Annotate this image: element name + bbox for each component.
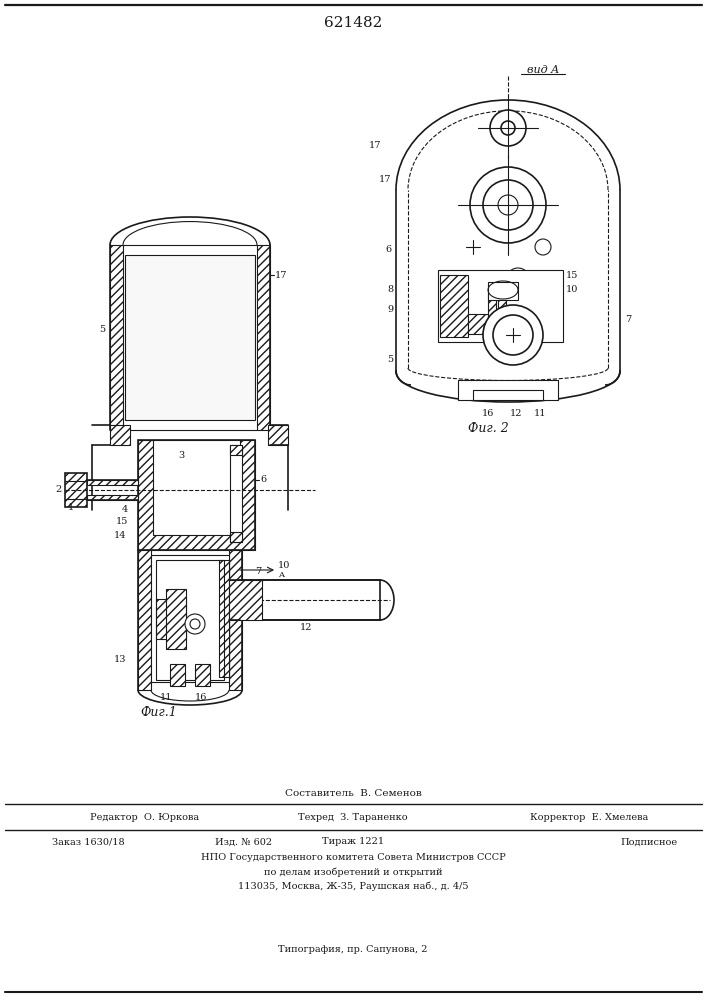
Text: 12: 12 <box>510 410 522 418</box>
Text: 14: 14 <box>114 530 126 540</box>
Bar <box>240 580 380 620</box>
Text: Редактор  О. Юркова: Редактор О. Юркова <box>90 812 199 822</box>
Text: Изд. № 602: Изд. № 602 <box>215 838 272 846</box>
Text: 15: 15 <box>566 270 578 279</box>
Circle shape <box>483 305 543 365</box>
Text: Фиг. 2: Фиг. 2 <box>467 422 508 434</box>
Text: 8: 8 <box>387 286 393 294</box>
Bar <box>195 664 210 686</box>
Bar <box>257 245 270 430</box>
Text: 9: 9 <box>387 306 393 314</box>
Text: 17: 17 <box>368 140 381 149</box>
Text: 6: 6 <box>385 245 391 254</box>
Bar <box>138 440 255 550</box>
Text: 10: 10 <box>278 560 291 570</box>
Text: Заказ 1630/18: Заказ 1630/18 <box>52 838 124 846</box>
Circle shape <box>190 619 200 629</box>
Bar <box>498 292 506 332</box>
Text: 621482: 621482 <box>324 16 382 30</box>
Circle shape <box>490 110 526 146</box>
Bar <box>468 314 488 334</box>
Text: 17: 17 <box>275 270 288 279</box>
Circle shape <box>501 121 515 135</box>
Text: Составитель  В. Семенов: Составитель В. Семенов <box>285 788 421 798</box>
Text: 11: 11 <box>534 410 547 418</box>
Text: по делам изобретений и открытий: по делам изобретений и открытий <box>264 867 443 877</box>
Bar <box>268 425 288 445</box>
Bar <box>138 440 255 550</box>
Bar <box>230 445 242 542</box>
Text: НПО Государственного комитета Совета Министров СССР: НПО Государственного комитета Совета Мин… <box>201 854 506 862</box>
Text: Корректор  Е. Хмелева: Корректор Е. Хмелева <box>530 812 648 822</box>
Text: Техред  З. Тараненко: Техред З. Тараненко <box>298 812 408 822</box>
Circle shape <box>498 195 518 215</box>
Bar <box>458 380 558 400</box>
Text: 17: 17 <box>378 176 391 184</box>
Circle shape <box>470 167 546 243</box>
Bar <box>153 440 240 535</box>
Bar <box>229 580 262 620</box>
Bar <box>156 560 224 680</box>
Bar <box>125 255 255 420</box>
Bar <box>65 473 87 507</box>
Text: Подписное: Подписное <box>620 838 677 846</box>
Circle shape <box>483 180 533 230</box>
Bar <box>230 532 242 542</box>
Bar <box>438 270 563 342</box>
Text: 1: 1 <box>68 504 74 512</box>
Circle shape <box>506 268 530 292</box>
Text: 5: 5 <box>99 326 105 334</box>
Bar <box>87 480 138 485</box>
Text: 6: 6 <box>260 476 266 485</box>
Text: Фиг.1: Фиг.1 <box>140 706 177 718</box>
Bar <box>170 664 185 686</box>
Text: Типография, пр. Сапунова, 2: Типография, пр. Сапунова, 2 <box>279 946 428 954</box>
Bar <box>219 560 229 677</box>
Circle shape <box>535 239 551 255</box>
Text: 12: 12 <box>300 624 312 633</box>
Circle shape <box>185 614 205 634</box>
Text: 13: 13 <box>114 656 126 664</box>
Bar <box>110 245 123 430</box>
Text: 2: 2 <box>56 486 62 494</box>
Text: 16: 16 <box>195 694 207 702</box>
Text: 113035, Москва, Ж-35, Раушская наб., д. 4/5: 113035, Москва, Ж-35, Раушская наб., д. … <box>238 881 468 891</box>
Text: 10: 10 <box>566 286 578 294</box>
Bar <box>110 425 130 445</box>
Text: 11: 11 <box>160 694 173 702</box>
Text: вид A: вид A <box>527 65 559 75</box>
Bar <box>156 599 186 639</box>
Bar <box>488 292 496 332</box>
Bar <box>229 550 242 690</box>
Text: 3: 3 <box>178 450 185 460</box>
Bar <box>440 275 468 337</box>
Text: 7: 7 <box>255 568 262 576</box>
Text: 7: 7 <box>625 316 631 324</box>
Text: 5: 5 <box>387 356 393 364</box>
Text: A: A <box>278 571 284 579</box>
Text: Тираж 1221: Тираж 1221 <box>322 838 384 846</box>
Text: 15: 15 <box>116 518 128 526</box>
Bar <box>166 589 186 649</box>
Circle shape <box>513 275 523 285</box>
Text: 16: 16 <box>481 410 494 418</box>
Circle shape <box>493 315 533 355</box>
Bar <box>230 445 242 455</box>
Bar <box>138 550 151 690</box>
Bar <box>87 495 138 500</box>
Text: 4: 4 <box>122 506 128 514</box>
Bar <box>151 555 229 682</box>
Bar <box>473 390 543 400</box>
Bar <box>488 282 518 300</box>
